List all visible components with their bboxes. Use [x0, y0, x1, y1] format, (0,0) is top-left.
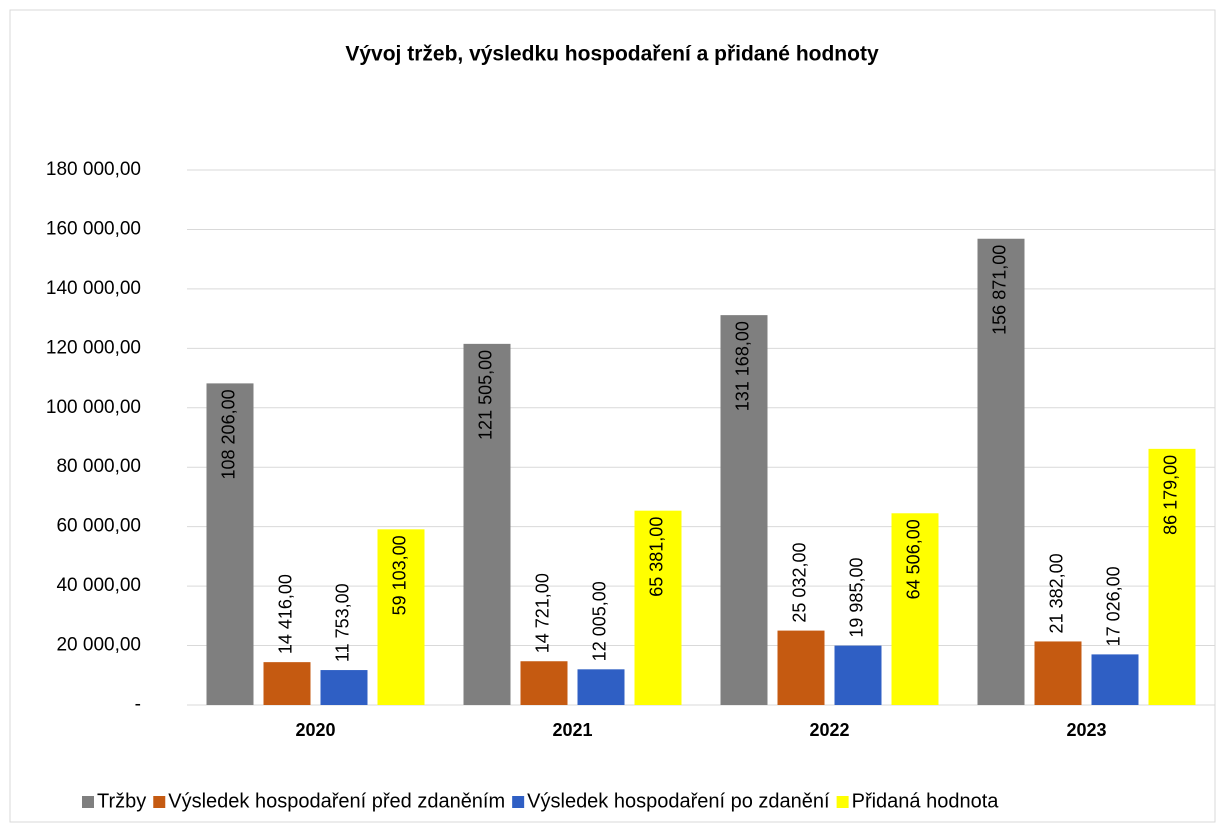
bar: [463, 343, 511, 705]
legend-swatch: [153, 796, 166, 808]
data-label: 59 103,00: [390, 535, 410, 615]
bar: [520, 661, 568, 705]
data-label: 21 382,00: [1047, 553, 1067, 633]
x-tick-label: 2021: [552, 720, 592, 740]
bar: [834, 645, 882, 705]
bar: [263, 662, 311, 705]
data-label: 108 206,00: [219, 389, 239, 479]
legend-swatch: [836, 796, 849, 808]
y-tick-label: -: [135, 694, 141, 715]
data-label: 64 506,00: [904, 519, 924, 599]
legend-label: Výsledek hospodaření před zdaněním: [168, 790, 505, 812]
y-tick-label: 120 000,00: [46, 337, 141, 358]
legend-swatch: [82, 796, 94, 808]
bar: [720, 315, 768, 705]
y-tick-label: 60 000,00: [56, 516, 141, 537]
data-label: 121 505,00: [476, 350, 496, 440]
bar: [1148, 448, 1196, 705]
bar: [891, 513, 939, 705]
bar: [320, 670, 368, 705]
bar: [206, 383, 254, 705]
data-label: 14 416,00: [276, 574, 296, 654]
bar: [777, 630, 825, 705]
data-label: 17 026,00: [1104, 566, 1124, 646]
bar: [977, 238, 1025, 706]
data-label: 14 721,00: [533, 573, 553, 653]
data-label: 131 168,00: [733, 321, 753, 411]
data-label: 65 381,00: [647, 517, 667, 597]
y-tick-label: 80 000,00: [56, 456, 141, 477]
legend-label: Přidaná hodnota: [852, 790, 1000, 812]
legend-swatch: [512, 796, 525, 808]
y-tick-label: 20 000,00: [56, 635, 141, 656]
bar: [1091, 654, 1139, 705]
y-tick-label: 100 000,00: [46, 397, 141, 418]
data-label: 86 179,00: [1161, 455, 1181, 535]
x-tick-label: 2023: [1066, 720, 1106, 740]
y-tick-label: 160 000,00: [46, 218, 141, 239]
legend-label: Výsledek hospodaření po zdanění: [527, 790, 830, 812]
bar: [1034, 641, 1082, 705]
data-label: 19 985,00: [847, 558, 867, 638]
chart-title: Vývoj tržeb, výsledku hospodaření a přid…: [345, 43, 879, 66]
y-tick-label: 140 000,00: [46, 278, 141, 299]
x-tick-label: 2022: [809, 720, 849, 740]
data-label: 11 753,00: [333, 583, 353, 662]
data-label: 12 005,00: [590, 581, 610, 661]
bar: [377, 529, 425, 705]
bar: [577, 669, 625, 705]
legend-label: Tržby: [97, 790, 146, 812]
x-tick-label: 2020: [295, 720, 335, 740]
data-label: 156 871,00: [990, 245, 1010, 335]
bar: [634, 510, 682, 705]
y-tick-label: 180 000,00: [46, 159, 141, 180]
data-label: 25 032,00: [790, 543, 810, 623]
y-tick-label: 40 000,00: [56, 575, 141, 596]
